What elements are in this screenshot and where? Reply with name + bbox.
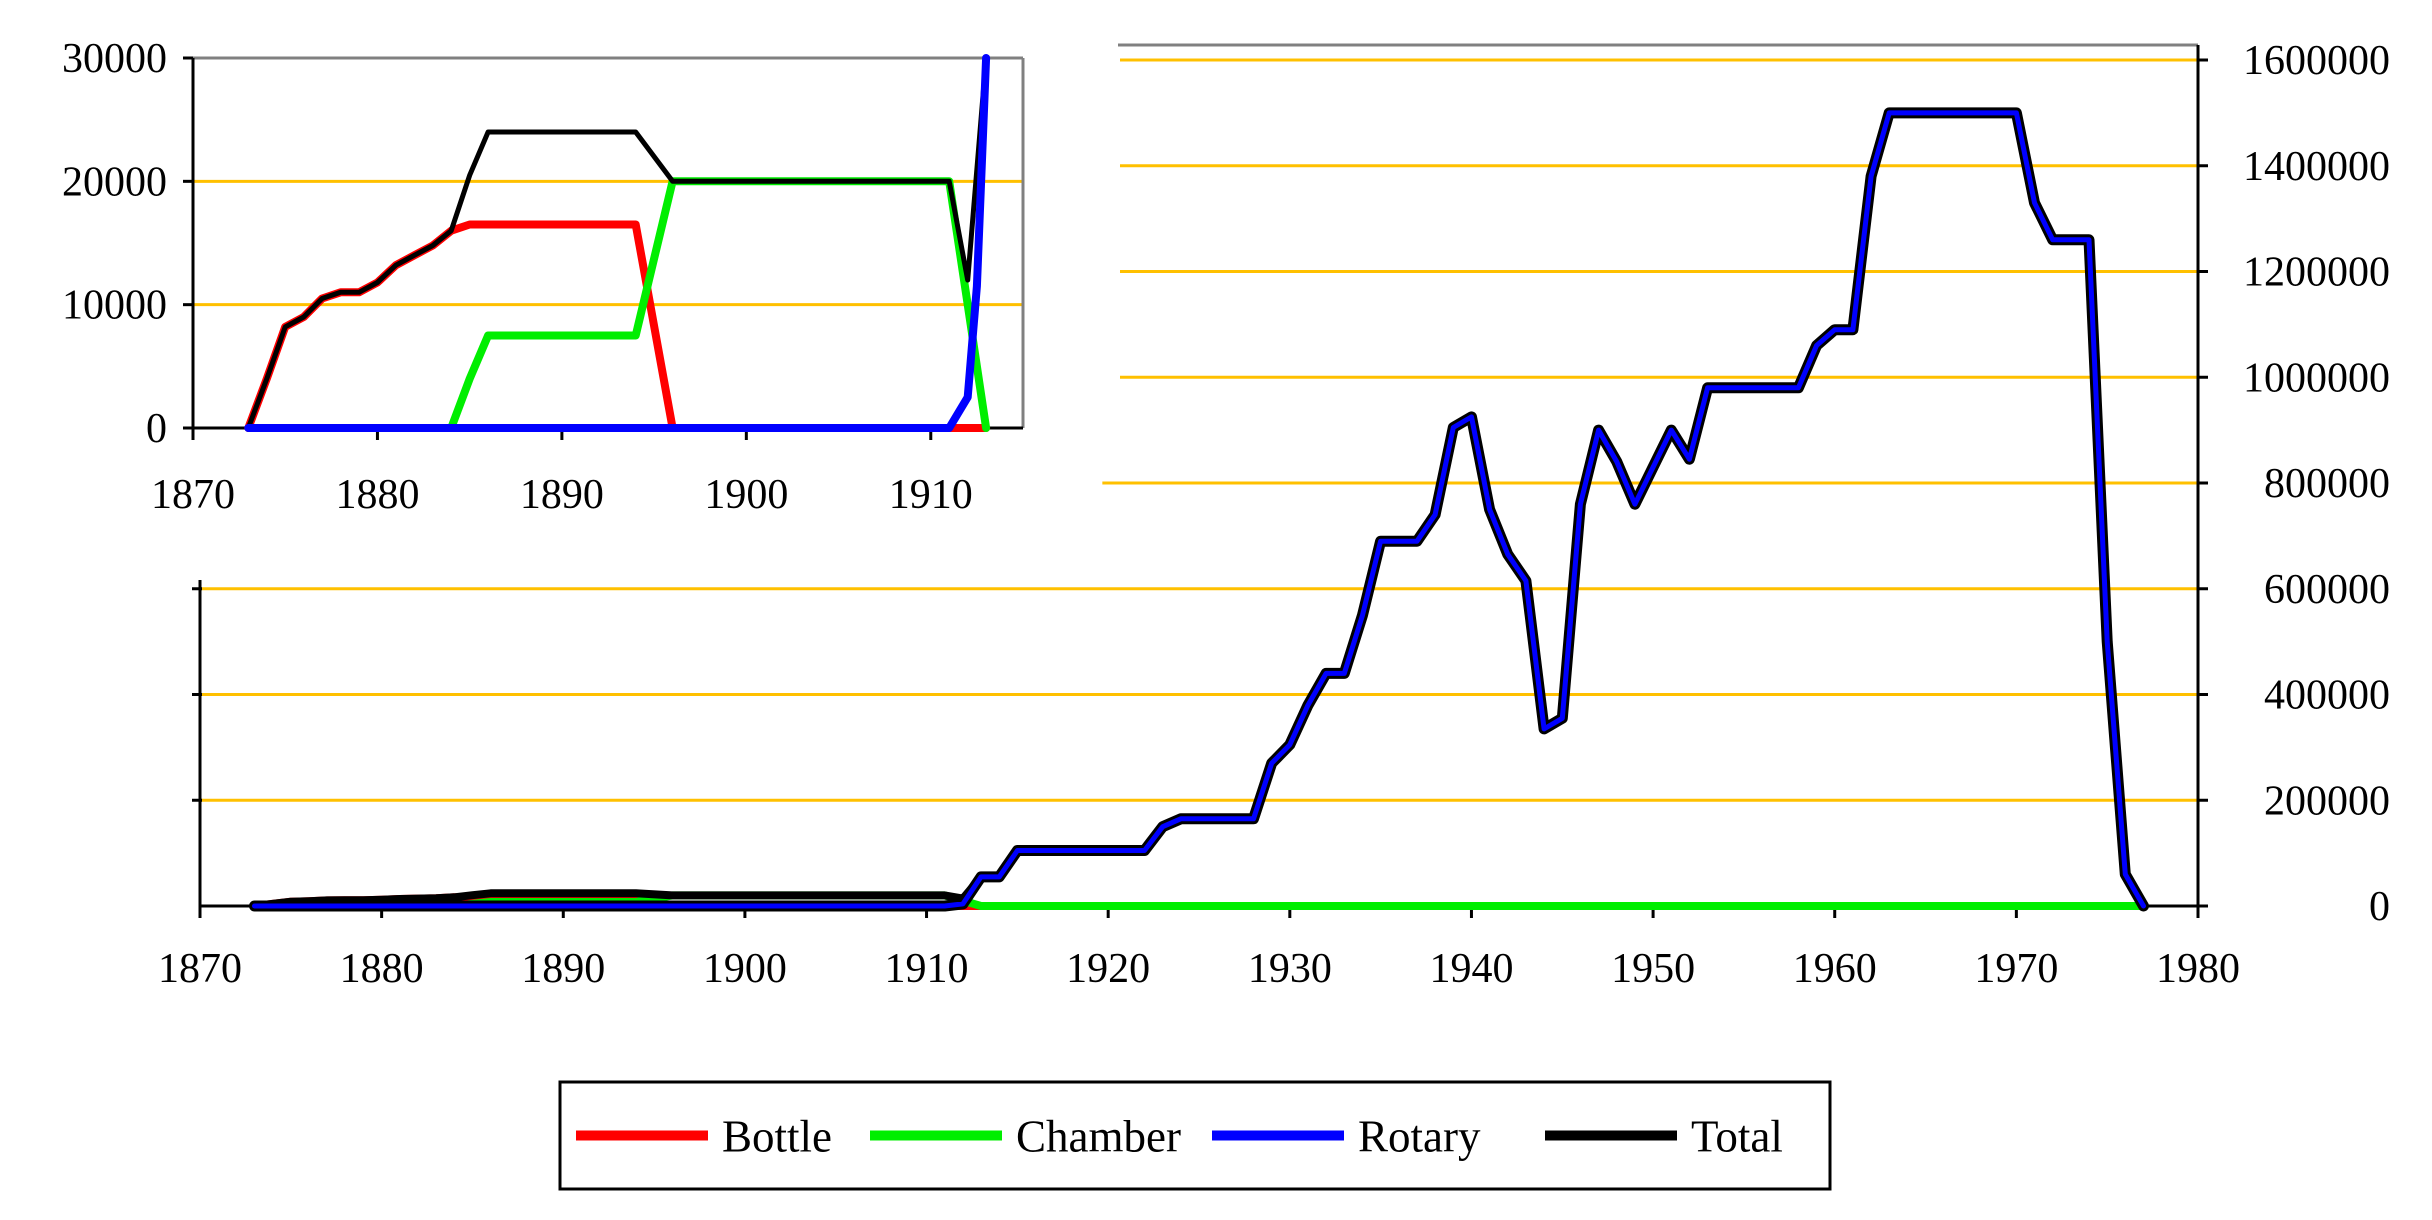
inset-y-tick-label: 20000 (62, 159, 167, 205)
main-x-tick-label: 1930 (1248, 946, 1332, 992)
inset-series-rotary-line (244, 54, 991, 432)
main-y-tick-label: 600000 (2264, 567, 2390, 613)
main-series-rotary-line (252, 110, 2146, 909)
chart-legend: Bottle Chamber Rotary Total (558, 1080, 1832, 1191)
main-x-tick-label: 1960 (1793, 946, 1877, 992)
inset-series-chamber-line (447, 177, 991, 432)
main-x-tick-label: 1890 (521, 946, 605, 992)
main-x-tick-label: 1870 (158, 946, 242, 992)
main-chart: 0 200000 400000 600000 800000 1000000 1200000 1… (158, 38, 2390, 992)
inset-chart: 0 10000 20000 30000 1870 1880 1890 1900 1910 (62, 36, 1025, 518)
main-y-tick-label: 1000000 (2243, 355, 2390, 401)
legend-label-rotary: Rotary (1358, 1112, 1481, 1162)
inset-series-bottle-line (244, 220, 991, 432)
main-y-tick-label: 1200000 (2243, 250, 2390, 296)
main-x-tick-label: 1920 (1066, 946, 1150, 992)
main-x-tick-label: 1900 (703, 946, 787, 992)
main-y-tick-label: 1600000 (2243, 38, 2390, 84)
main-y-tick-label: 0 (2369, 884, 2390, 930)
main-x-tick-label: 1940 (1429, 946, 1513, 992)
inset-x-tick-label: 1880 (335, 472, 419, 518)
inset-y-tick-label: 0 (146, 406, 167, 452)
main-x-tick-label: 1950 (1611, 946, 1695, 992)
legend-label-chamber: Chamber (1016, 1112, 1181, 1162)
inset-y-tick-label: 30000 (62, 36, 167, 82)
main-x-tick-label: 1910 (885, 946, 969, 992)
inset-y-tick-label: 10000 (62, 283, 167, 329)
inset-x-tick-label: 1870 (151, 472, 235, 518)
inset-x-tick-label: 1890 (520, 472, 604, 518)
main-x-tick-label: 1980 (2156, 946, 2240, 992)
main-y-tick-label: 1400000 (2243, 144, 2390, 190)
main-y-tick-label: 200000 (2264, 778, 2390, 824)
legend-label-total: Total (1691, 1112, 1783, 1162)
inset-x-tick-label: 1910 (889, 472, 973, 518)
main-x-tick-label: 1880 (340, 946, 424, 992)
main-x-tick-label: 1970 (1974, 946, 2058, 992)
main-y-tick-label: 400000 (2264, 673, 2390, 719)
inset-x-tick-label: 1900 (704, 472, 788, 518)
legend-label-bottle: Bottle (722, 1112, 832, 1162)
main-y-tick-label: 800000 (2264, 461, 2390, 507)
inset-series-total-line (245, 55, 989, 431)
